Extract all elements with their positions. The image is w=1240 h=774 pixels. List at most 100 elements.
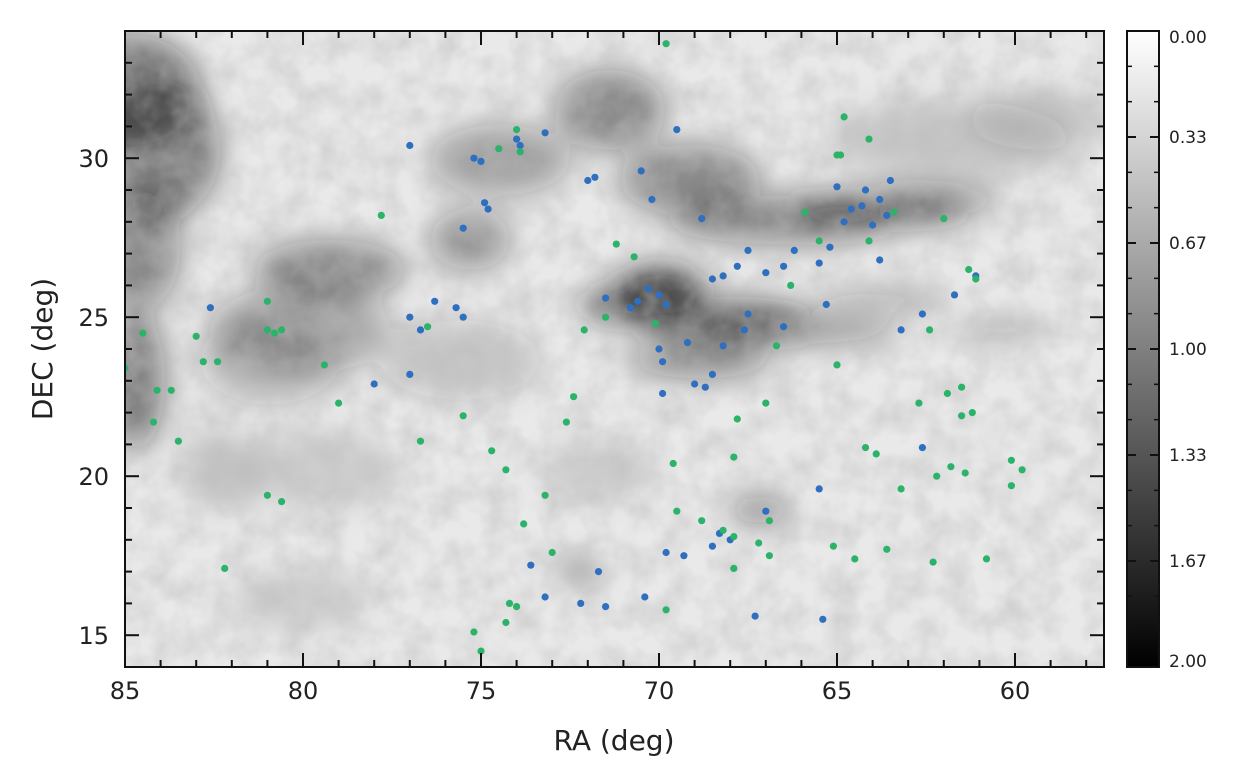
data-point-1-17: [335, 399, 343, 407]
data-point-0-47: [847, 205, 855, 213]
data-point-0-40: [744, 246, 752, 254]
data-point-0-13: [484, 205, 492, 213]
data-point-1-80: [1007, 456, 1016, 464]
data-point-0-27: [662, 300, 670, 309]
data-point-1-54: [762, 399, 770, 407]
axis-ticks: [124, 30, 1104, 668]
data-point-0-63: [819, 615, 827, 623]
data-point-0-53: [883, 211, 891, 219]
data-point-1-32: [520, 520, 528, 528]
data-point-0-79: [659, 389, 667, 398]
data-point-1-33: [541, 491, 549, 499]
data-point-1-70: [897, 485, 905, 493]
data-point-0-43: [790, 246, 798, 254]
data-point-1-73: [958, 383, 966, 391]
data-point-1-30: [513, 603, 521, 611]
data-point-0-75: [541, 593, 549, 601]
data-point-1-49: [765, 517, 774, 525]
data-point-0-56: [822, 300, 830, 309]
data-point-0-45: [826, 243, 834, 251]
data-point-0-52: [833, 183, 841, 191]
data-point-0-71: [641, 593, 649, 601]
tick-labels: 85 80 75 70 65 60 15 20 25 30: [78, 145, 1030, 705]
data-point-1-41: [662, 40, 670, 48]
data-point-0-46: [840, 218, 848, 226]
data-point-0-62: [815, 485, 823, 493]
data-point-1-83: [965, 265, 973, 274]
x-tick-label: 60: [1000, 677, 1031, 705]
data-point-0-38: [719, 272, 727, 280]
data-point-1-15: [278, 498, 286, 506]
data-point-1-58: [801, 208, 809, 216]
data-point-1-1: [139, 329, 147, 337]
data-point-0-51: [861, 186, 870, 194]
data-point-1-40: [630, 253, 638, 261]
data-point-1-37: [580, 326, 588, 334]
data-point-1-77: [961, 469, 969, 477]
data-point-0-26: [655, 291, 663, 299]
data-point-1-64: [890, 208, 898, 216]
data-point-0-15: [516, 141, 524, 150]
data-point-1-56: [787, 281, 795, 289]
data-point-0-16: [541, 129, 549, 137]
data-point-0-77: [876, 256, 884, 264]
data-point-1-74: [958, 412, 966, 420]
data-point-1-62: [865, 135, 873, 143]
data-point-0-9: [459, 224, 467, 232]
data-point-0-5: [416, 326, 425, 334]
data-point-1-5: [174, 437, 182, 445]
data-point-1-48: [730, 533, 738, 541]
x-axis-label: RA (deg): [554, 724, 675, 757]
y-axis-label: DEC (deg): [26, 278, 59, 420]
colorbar: 0.00 0.33 0.67 1.00 1.33 1.67 2.00: [1126, 28, 1207, 672]
colorbar-tick-label: 1.00: [1169, 340, 1207, 360]
data-point-1-63: [865, 237, 873, 245]
data-point-1-79: [982, 555, 991, 563]
data-point-1-29: [505, 599, 514, 608]
data-point-0-23: [626, 304, 635, 312]
data-point-1-51: [730, 564, 738, 573]
data-point-0-49: [876, 195, 884, 204]
data-point-0-22: [602, 294, 610, 302]
colorbar-tick-label: 2.00: [1169, 652, 1207, 672]
data-point-1-9: [221, 564, 229, 573]
colorbar-tick-label: 0.00: [1169, 28, 1207, 48]
data-point-0-6: [431, 297, 439, 305]
data-point-0-55: [780, 323, 788, 331]
data-point-1-22: [470, 628, 478, 636]
data-point-0-36: [744, 310, 752, 318]
data-point-1-69: [929, 558, 937, 566]
data-point-1-66: [829, 542, 838, 550]
x-tick-label: 70: [644, 677, 675, 705]
data-point-0-66: [708, 542, 717, 550]
data-point-1-38: [602, 313, 610, 321]
data-point-1-88: [872, 450, 880, 458]
y-tick-label: 30: [78, 145, 109, 173]
data-point-1-11: [263, 326, 271, 334]
data-point-0-44: [815, 259, 823, 267]
data-point-0-31: [691, 380, 699, 388]
data-point-1-43: [669, 459, 677, 468]
data-point-1-89: [755, 539, 763, 547]
data-point-0-70: [662, 548, 670, 557]
data-point-1-57: [815, 237, 823, 245]
data-point-0-35: [740, 326, 749, 334]
data-point-1-28: [495, 145, 503, 153]
data-point-1-72: [943, 389, 952, 398]
data-point-0-76: [527, 561, 535, 569]
data-point-0-54: [869, 221, 877, 229]
data-point-1-26: [513, 126, 521, 134]
data-point-0-19: [637, 167, 645, 175]
data-point-1-52: [730, 453, 738, 461]
data-point-1-16: [320, 361, 328, 369]
data-point-1-39: [612, 240, 620, 248]
data-point-1-42: [651, 320, 660, 328]
data-point-1-3: [149, 418, 158, 426]
data-point-0-32: [701, 383, 709, 391]
data-point-1-47: [719, 526, 727, 534]
data-point-0-61: [918, 444, 927, 452]
data-point-1-25: [502, 466, 510, 474]
data-point-0-21: [648, 195, 656, 204]
data-point-0-10: [470, 154, 478, 162]
